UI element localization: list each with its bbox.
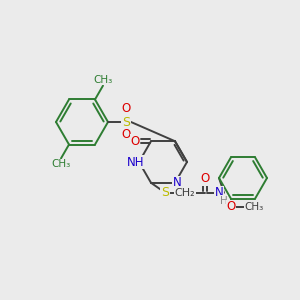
Text: O: O xyxy=(130,135,140,148)
Text: NH: NH xyxy=(127,155,145,169)
Text: S: S xyxy=(161,186,169,199)
Text: O: O xyxy=(226,200,236,213)
Text: CH₃: CH₃ xyxy=(93,75,112,85)
Text: N: N xyxy=(214,186,224,199)
Text: CH₂: CH₂ xyxy=(175,188,195,198)
Text: S: S xyxy=(122,116,130,128)
Text: H: H xyxy=(220,196,228,206)
Text: O: O xyxy=(122,128,130,142)
Text: O: O xyxy=(122,103,130,116)
Text: CH₃: CH₃ xyxy=(51,159,70,170)
Text: CH₃: CH₃ xyxy=(244,202,264,212)
Text: N: N xyxy=(172,176,182,189)
Text: O: O xyxy=(200,172,210,185)
